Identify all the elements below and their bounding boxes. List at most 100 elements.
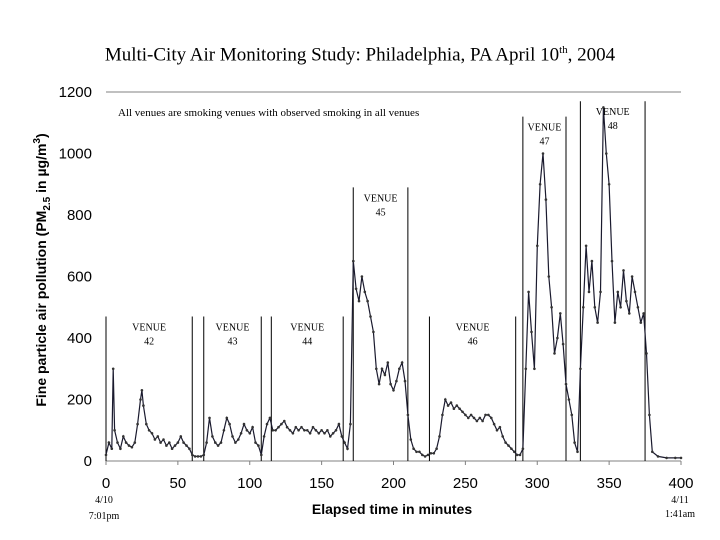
data-point	[409, 438, 413, 441]
data-point	[291, 432, 295, 435]
data-point	[159, 441, 162, 444]
y-label-part-b: in µg/m	[33, 144, 49, 197]
data-point	[423, 455, 427, 458]
y-tick-label: 1000	[59, 146, 92, 163]
data-point	[363, 290, 367, 294]
data-point	[228, 422, 231, 426]
data-point	[559, 312, 562, 315]
data-point	[326, 429, 329, 432]
venue-labels: VENUE 42 VENUE 43 VENUE 44 VENUE 45 VENUE 46 VENUE…	[132, 107, 629, 347]
venue-label: VENUE	[132, 322, 166, 333]
data-point	[446, 404, 450, 407]
data-point	[645, 352, 648, 355]
data-point	[320, 429, 323, 432]
data-point	[587, 290, 591, 294]
venue-number: 44	[302, 336, 312, 347]
data-point	[406, 413, 410, 417]
data-point	[421, 453, 424, 457]
data-point	[432, 452, 436, 455]
data-point	[265, 422, 269, 426]
data-point	[262, 435, 266, 438]
data-point	[452, 407, 456, 411]
data-point	[329, 435, 332, 438]
data-point	[481, 419, 484, 423]
data-point	[527, 290, 530, 294]
data-point	[306, 429, 309, 432]
data-point	[257, 444, 260, 447]
data-point	[323, 432, 326, 435]
data-point	[547, 275, 551, 278]
data-point	[239, 432, 243, 435]
data-point	[478, 416, 482, 420]
data-point	[139, 398, 142, 401]
data-point	[544, 198, 548, 201]
data-point	[245, 429, 249, 432]
venue-label: VENUE	[596, 107, 630, 118]
data-point	[674, 456, 677, 460]
start-time: 7:01pm	[89, 511, 120, 522]
data-point	[469, 413, 473, 417]
data-point	[343, 441, 346, 444]
data-point	[455, 404, 459, 407]
data-point	[153, 438, 157, 441]
data-point	[271, 429, 275, 432]
data-point	[111, 367, 115, 371]
data-point	[107, 441, 111, 444]
chart-note: All venues are smoking venues with obser…	[118, 107, 419, 119]
data-point	[196, 455, 200, 458]
data-point	[426, 453, 430, 457]
data-point	[429, 452, 433, 455]
venue-label: VENUE	[456, 322, 490, 333]
data-point	[556, 336, 559, 340]
data-point	[140, 389, 144, 392]
data-point	[211, 435, 214, 438]
end-time: 1:41am	[665, 509, 695, 520]
data-point	[412, 447, 415, 451]
data-point	[507, 444, 510, 447]
data-point	[277, 425, 280, 429]
data-point	[337, 422, 341, 426]
data-point	[492, 422, 496, 426]
data-point	[156, 435, 160, 438]
data-point	[231, 435, 234, 438]
data-point	[297, 429, 300, 432]
axis-ticks: 0 50 100 150 200 250 300 350 400 0 200 400 600 800 100…	[59, 84, 694, 492]
data-point	[438, 435, 441, 438]
data-point	[415, 450, 418, 454]
data-point	[280, 422, 283, 426]
data-point	[352, 259, 355, 263]
data-point	[398, 367, 401, 371]
data-point	[538, 183, 542, 186]
data-point	[392, 389, 395, 392]
y-label-superscript: 3	[32, 138, 43, 144]
data-point	[366, 299, 369, 303]
data-point	[173, 444, 177, 447]
data-point	[110, 447, 114, 451]
data-point	[400, 361, 404, 364]
data-point	[237, 438, 240, 441]
data-point	[435, 447, 438, 451]
venue-number: 42	[144, 336, 154, 347]
data-point	[602, 106, 605, 109]
data-point	[191, 453, 194, 457]
title-tail: , 2004	[567, 44, 616, 66]
data-point	[536, 244, 539, 248]
title-main: Multi-City Air Monitoring Study: Philade…	[104, 44, 560, 66]
data-point	[579, 367, 582, 371]
data-point	[283, 419, 286, 423]
data-point	[550, 306, 553, 309]
data-point	[168, 441, 171, 444]
data-point	[285, 425, 289, 429]
data-point	[369, 315, 372, 318]
data-point	[176, 441, 180, 444]
y-tick-label: 600	[67, 269, 92, 286]
data-point	[418, 450, 421, 454]
data-point	[386, 361, 390, 364]
data-point	[461, 410, 464, 414]
venue-label: VENUE	[290, 322, 324, 333]
data-point	[541, 152, 545, 155]
data-point	[130, 445, 134, 449]
data-point	[582, 306, 585, 309]
data-point	[119, 447, 122, 451]
